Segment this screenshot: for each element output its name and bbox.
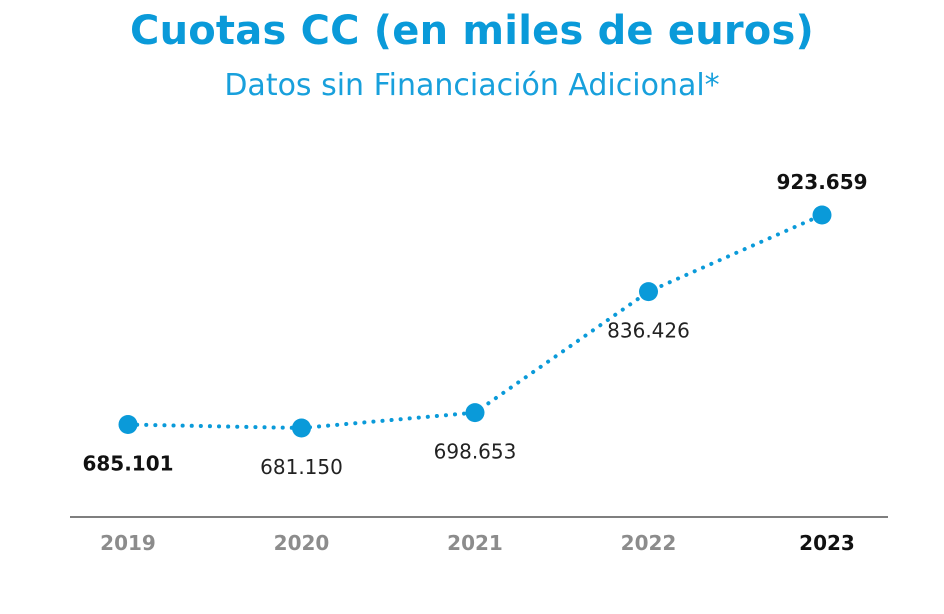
x-tick-2020: 2020 (274, 531, 330, 555)
data-points (118, 205, 832, 438)
series-line (126, 213, 824, 431)
data-label-2022: 836.426 (607, 319, 690, 343)
data-label-2019: 685.101 (82, 452, 173, 476)
x-tick-2021: 2021 (447, 531, 503, 555)
data-labels: 685.101 681.150 698.653 836.426 923.659 (82, 170, 867, 479)
data-label-2021: 698.653 (434, 440, 517, 464)
data-point-2023 (812, 205, 832, 225)
x-tick-2019: 2019 (100, 531, 156, 555)
data-label-2020: 681.150 (260, 455, 343, 479)
x-tick-2022: 2022 (621, 531, 677, 555)
data-point-2021 (465, 403, 485, 423)
chart-title: Cuotas CC (en miles de euros) (130, 8, 814, 54)
data-point-2020 (292, 418, 311, 438)
data-label-2023: 923.659 (776, 170, 867, 194)
data-point-2022 (639, 282, 658, 302)
data-point-2019 (118, 415, 138, 435)
x-tick-2023: 2023 (799, 531, 855, 555)
chart-subtitle: Datos sin Financiación Adicional* (224, 68, 720, 103)
x-axis-tick-labels: 2019 2020 2021 2022 2023 (100, 531, 855, 555)
